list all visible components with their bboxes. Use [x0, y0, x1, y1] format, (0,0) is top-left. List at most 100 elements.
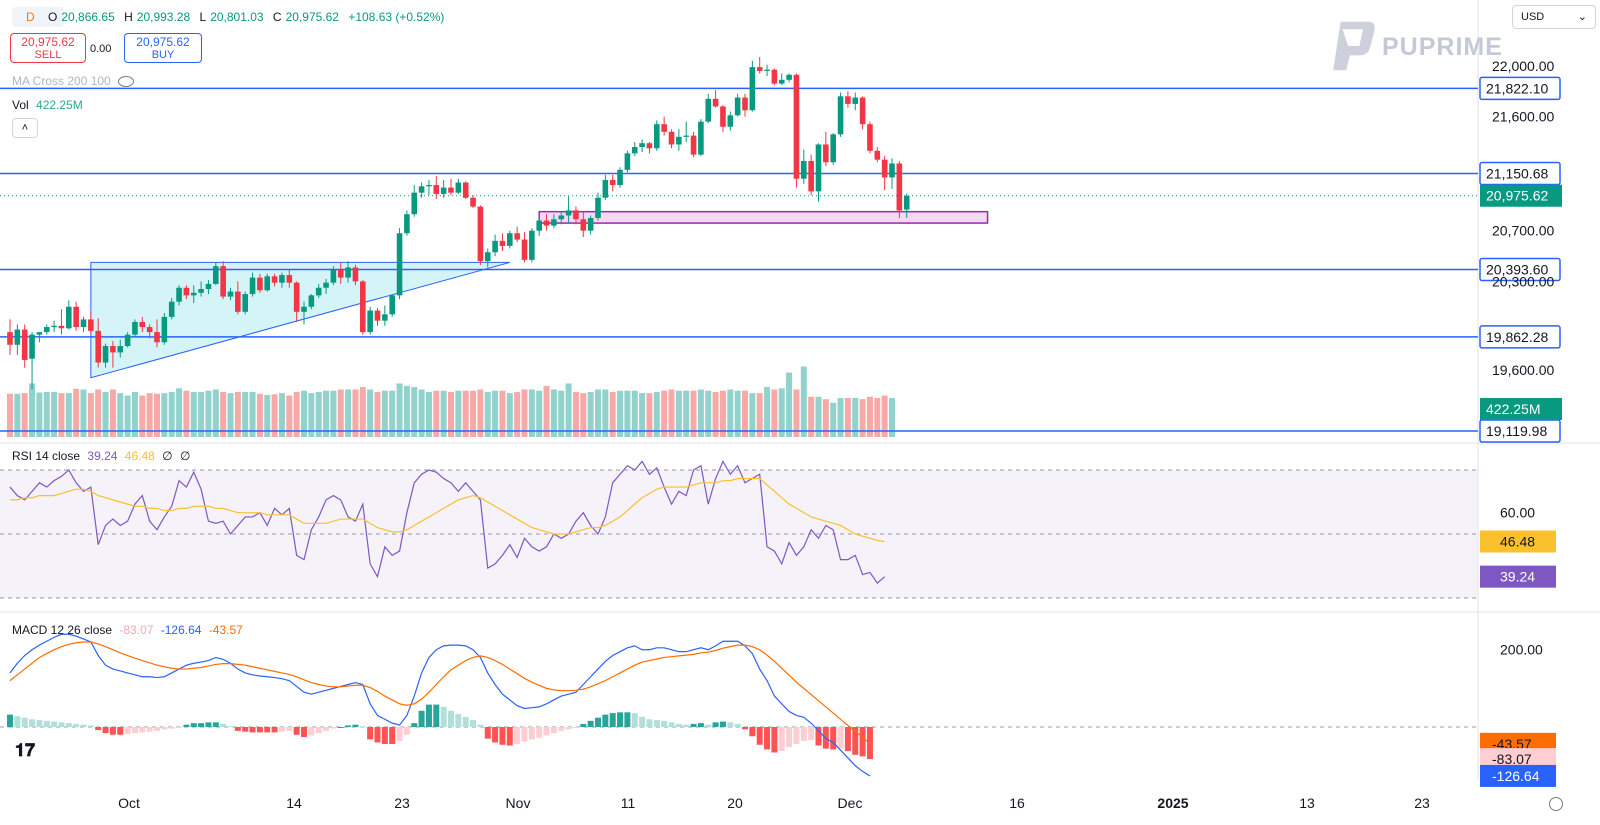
candle-body	[323, 282, 329, 288]
macd-histogram-bar	[323, 727, 330, 731]
candle-body	[712, 98, 719, 107]
macd-histogram-bar	[161, 727, 168, 730]
volume-bar	[315, 391, 322, 437]
volume-bar	[220, 391, 227, 437]
macd-histogram-bar	[580, 723, 587, 727]
candle-body	[308, 295, 315, 307]
volume-bar	[198, 391, 205, 437]
candle-body	[7, 332, 13, 345]
macd-histogram-bar	[264, 727, 271, 733]
volume-bar	[889, 397, 895, 437]
candle-body	[830, 134, 836, 163]
macd-histogram-bar	[595, 717, 601, 727]
tradingview-logo-icon[interactable]: 𝟏𝟕	[15, 740, 36, 760]
macd-histogram-bar	[477, 724, 484, 727]
price-tick-label: 19,600.00	[1492, 362, 1554, 378]
macd-histogram-bar	[411, 723, 418, 727]
macd-histogram-bar	[109, 727, 116, 735]
candle-body	[161, 316, 168, 343]
macd-histogram-bar	[690, 723, 697, 727]
macd-histogram-bar	[837, 727, 844, 749]
macd-histogram-bar	[808, 727, 815, 741]
ma-cross-legend[interactable]: MA Cross 200 100	[12, 74, 138, 88]
volume-bar	[742, 390, 748, 437]
candle-body	[110, 346, 116, 353]
candle-body	[213, 266, 219, 284]
volume-bar	[176, 388, 183, 437]
candle-body	[227, 291, 234, 297]
candle-body	[396, 233, 403, 296]
volume-bar	[764, 387, 771, 437]
macd-histogram-bar	[521, 727, 528, 742]
rsi-ma-line	[10, 477, 885, 543]
volume-bar	[227, 393, 234, 437]
macd-histogram-bar	[190, 723, 197, 727]
macd-histogram-bar	[359, 726, 366, 728]
change-value: +108.63 (+0.52%)	[348, 10, 445, 24]
macd-histogram-bar	[271, 727, 278, 733]
volume-bar	[367, 389, 374, 437]
eye-hidden-icon[interactable]	[118, 76, 135, 88]
price-tick-label: 21,600.00	[1492, 109, 1554, 125]
volume-bar	[234, 391, 241, 437]
candle-body	[88, 319, 94, 331]
volume-bar	[609, 391, 616, 437]
rsi-line	[9, 460, 886, 584]
macd-histogram-bar	[455, 713, 462, 727]
spread-value: 0.00	[90, 43, 112, 55]
macd-histogram-bar	[587, 720, 594, 727]
level-tag	[1479, 325, 1561, 349]
buy-button[interactable]: 20,975.62 BUY	[124, 33, 202, 63]
candle-body	[609, 179, 616, 186]
candle-body	[587, 218, 594, 231]
candle-body	[529, 230, 535, 260]
rsi-ma-tag	[1480, 530, 1556, 553]
volume-tag-label: 422.25M	[1486, 401, 1540, 417]
macd-histogram-bar	[146, 727, 153, 732]
macd-histogram-bar	[683, 724, 690, 727]
macd-histogram-bar	[771, 727, 778, 753]
volume-bar	[352, 389, 359, 437]
volume-bar	[859, 399, 866, 437]
candle-body	[279, 275, 285, 283]
settings-gear-icon[interactable]	[1549, 797, 1563, 811]
volume-bar	[506, 393, 513, 437]
time-axis-label: 14	[286, 795, 302, 811]
candle-body	[73, 306, 79, 328]
volume-bar	[697, 389, 704, 437]
macd-histogram-bar	[448, 710, 454, 727]
currency-select[interactable]: USD ⌄	[1512, 5, 1596, 29]
macd-histogram-bar	[609, 713, 616, 727]
candle-body	[573, 210, 579, 220]
macd-histogram-bar	[51, 721, 58, 727]
candle-body	[51, 325, 57, 328]
sell-button[interactable]: 20,975.62 SELL	[10, 33, 86, 63]
volume-bar	[359, 387, 366, 437]
macd-histogram-bar	[470, 720, 477, 727]
volume-bar	[345, 389, 352, 437]
candle-body	[205, 283, 212, 290]
rsi-empty-2: ∅	[179, 449, 191, 463]
macd-legend: MACD 12 26 close -83.07 -126.64 -43.57	[12, 623, 247, 637]
macd-histogram-bar	[550, 727, 557, 734]
collapse-chevron-up-icon[interactable]: ˄	[12, 118, 38, 138]
macd-histogram-bar	[624, 712, 631, 727]
volume-bar	[102, 391, 109, 437]
candle-body	[124, 334, 131, 347]
symbol-menu-button[interactable]	[12, 7, 64, 27]
volume-bar	[29, 383, 36, 437]
volume-bar	[778, 388, 785, 437]
candle-body	[43, 327, 50, 333]
macd-histogram-bar	[95, 727, 102, 731]
level-tag	[1479, 161, 1561, 186]
time-axis-label: 11	[621, 795, 636, 811]
macd-histogram-bar	[293, 727, 300, 735]
volume-bar	[631, 390, 638, 437]
macd-histogram-bar	[14, 716, 21, 727]
macd-histogram-bar	[462, 716, 469, 727]
candle-body	[492, 240, 498, 253]
macd-histogram-bar	[117, 727, 124, 735]
volume-bar	[705, 390, 712, 437]
volume-bar	[771, 389, 778, 437]
